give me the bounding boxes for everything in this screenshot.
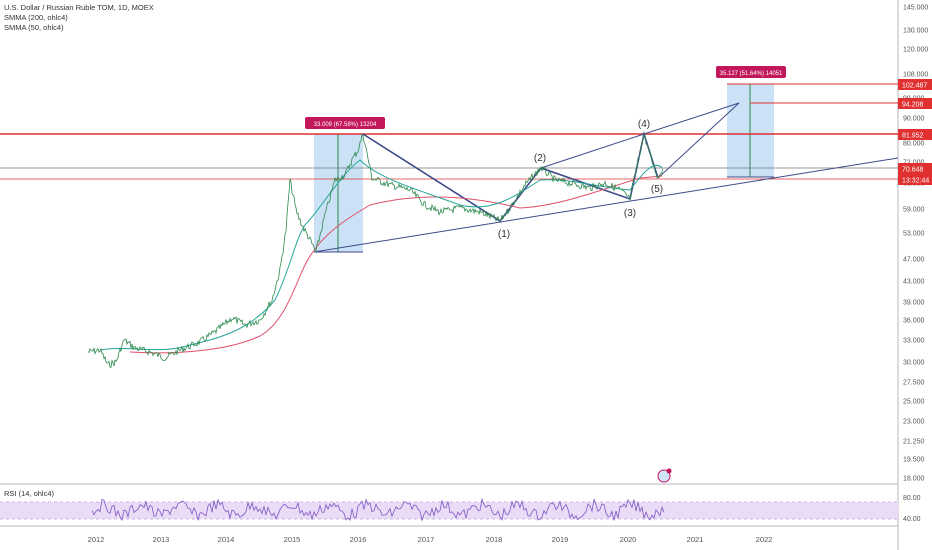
price-axis-label: 27.500 [903,380,925,387]
wave-label-5: (5) [651,184,663,195]
price-axis-label: 30.000 [903,360,925,367]
price-axis-label: 59.000 [903,207,925,214]
time-axis-label: 2022 [756,535,773,544]
measure-tag-right[interactable] [716,66,786,78]
price-axis-label: 47.000 [903,257,925,264]
price-tag-81952-text: 81.952 [902,133,924,140]
measure-tag-left[interactable] [305,117,385,129]
time-axis-label: 2016 [350,535,367,544]
price-axis-label: 43.000 [903,279,925,286]
countdown-tag-text: 13:32:44 [902,178,929,185]
price-axis-label: 19.500 [903,457,925,464]
rsi-series [91,497,665,522]
time-axis-label: 2021 [687,535,704,544]
price-tag-102487 [898,79,932,90]
chart-legend: U.S. Dollar / Russian Ruble TOM, 1D, MOE… [4,3,154,33]
price-axis-label: 108.000 [903,72,928,79]
wave-label-2: (2) [534,153,546,164]
time-axis-label: 2019 [552,535,569,544]
price-axis-label: 25.000 [903,399,925,406]
countdown-tag [898,174,932,185]
trendline-lower[interactable] [313,157,899,253]
price-axis-label: 145.000 [903,5,928,12]
price-axis-label: 36.000 [903,318,925,325]
wave-label-1: (1) [498,229,510,240]
time-axis-label: 2015 [284,535,301,544]
price-axis-label: 23.000 [903,419,925,426]
measure-tag-left-text: 33.009 (67.58%) 13204 [314,122,377,128]
price-axis-label: 130.000 [903,28,928,35]
smma-200-line [129,175,663,354]
price-series [87,133,664,368]
time-axis-label: 2018 [486,535,503,544]
symbol-title[interactable]: U.S. Dollar / Russian Ruble TOM, 1D, MOE… [4,3,154,12]
price-axis-label: 18.000 [903,476,925,483]
time-axis-label: 2012 [88,535,105,544]
rsi-axis-40: 40.00 [903,516,921,523]
price-axis-label: 21.250 [903,439,925,446]
time-axis-label: 2017 [418,535,435,544]
price-axis-label: 53.000 [903,231,925,238]
study-smma-50[interactable]: SMMA (50, ohlc4) [4,23,64,32]
event-flag-icon[interactable] [657,469,671,483]
rsi-axis-80: 80.00 [903,495,921,502]
time-axis-label: 2020 [620,535,637,544]
price-tag-94208 [898,98,932,109]
rsi-legend[interactable]: RSI (14, ohlc4) [4,489,55,498]
price-tag-102487-text: 102.487 [902,83,927,90]
price-axis-label: 39.000 [903,300,925,307]
trendline-upper-a[interactable] [540,133,645,169]
price-tag-94208-text: 94.208 [902,102,924,109]
measure-tag-right-text: 35.127 (51.64%) 14051 [720,71,783,77]
trendline-upper-b[interactable] [643,102,740,135]
rsi-band [0,502,898,519]
price-axis[interactable]: 145.000130.000120.000108.00099.00090.000… [903,5,928,483]
time-axis-label: 2013 [153,535,170,544]
price-tag-81952 [898,129,932,140]
price-axis-label: 120.000 [903,47,928,54]
event-badge-icon [666,468,672,474]
wave-label-4: (4) [638,119,650,130]
trendline-projection[interactable] [657,102,740,179]
time-axis-label: 2014 [218,535,235,544]
price-axis-label: 80.000 [903,141,925,148]
wave-label-3: (3) [624,208,636,219]
study-smma-200[interactable]: SMMA (200, ohlc4) [4,13,68,22]
smma-50-line [99,159,663,351]
price-axis-label: 33.000 [903,338,925,345]
price-axis-label: 90.000 [903,116,925,123]
time-axis[interactable]: 2012 2013 2014 2015 2016 2017 2018 2019 2020 2021… [88,535,773,544]
price-tag-last-text: 70.648 [902,167,924,174]
price-tag-last [898,163,932,174]
